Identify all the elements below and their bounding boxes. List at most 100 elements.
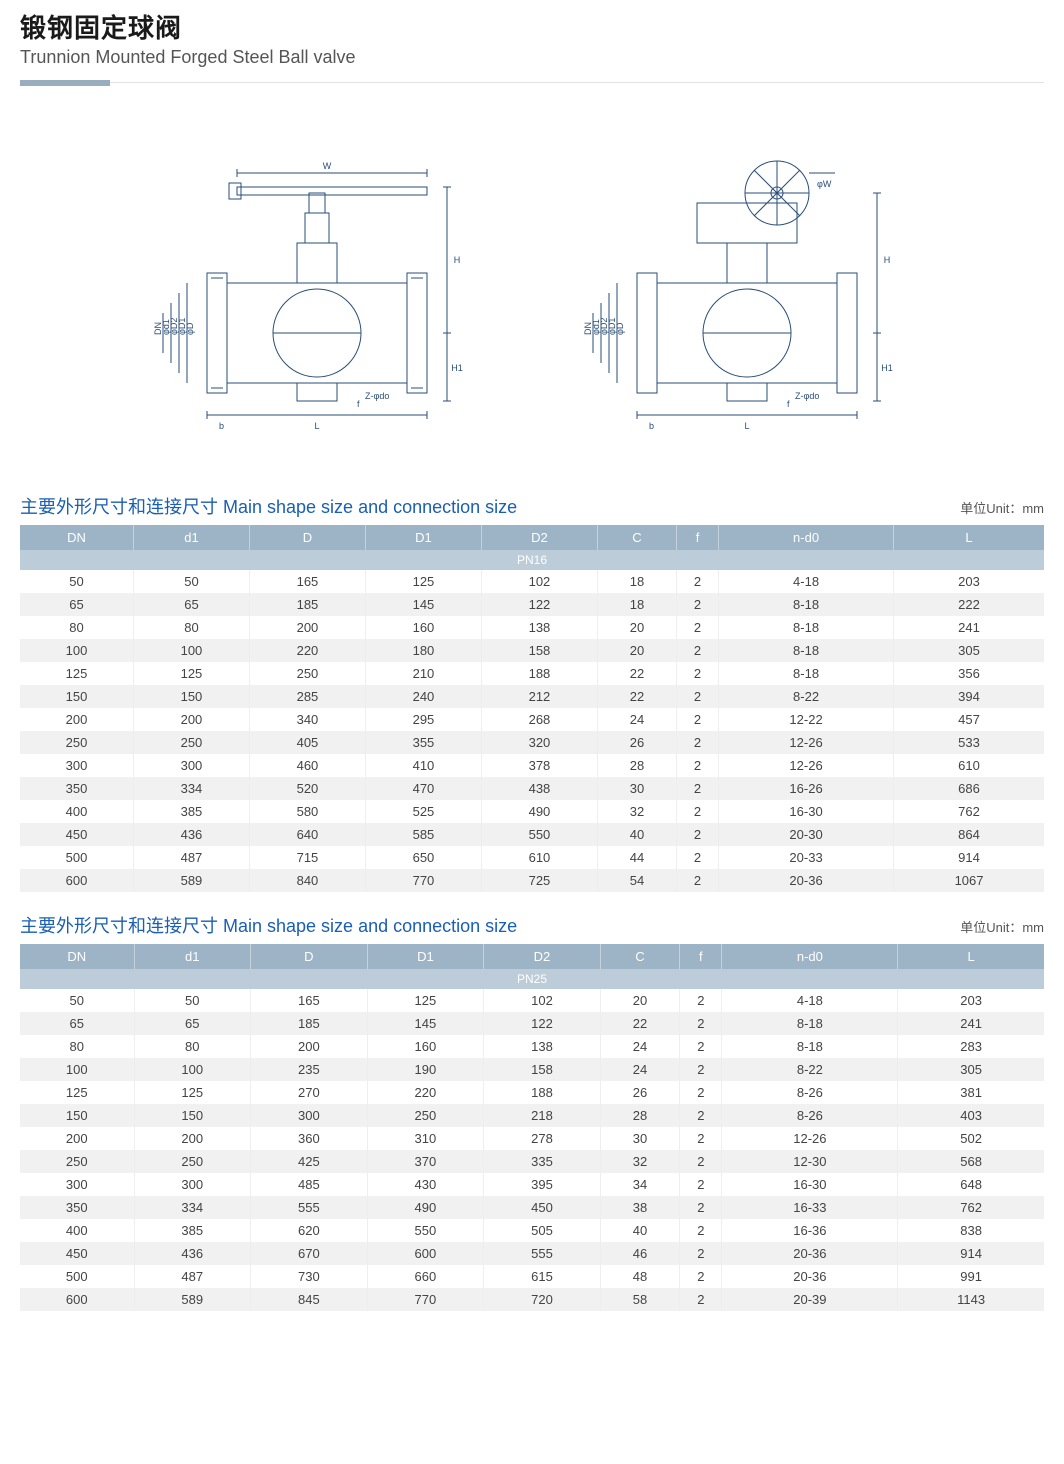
table-cell: 845 <box>251 1288 368 1311</box>
table-cell: 460 <box>249 754 365 777</box>
table-cell: 600 <box>367 1242 484 1265</box>
table-cell: 100 <box>134 1058 251 1081</box>
column-header: DN <box>20 944 134 969</box>
table-cell: 589 <box>134 1288 251 1311</box>
table-cell: 500 <box>20 1265 134 1288</box>
table-cell: 58 <box>600 1288 679 1311</box>
table-cell: 335 <box>484 1150 601 1173</box>
table-cell: 48 <box>600 1265 679 1288</box>
table-cell: 2 <box>676 731 718 754</box>
table-cell: 250 <box>249 662 365 685</box>
table-cell: 16-30 <box>722 1173 898 1196</box>
column-header: L <box>898 944 1044 969</box>
table-cell: 26 <box>597 731 676 754</box>
table-cell: 725 <box>481 869 597 892</box>
table-cell: 2 <box>680 989 722 1012</box>
table-cell: 145 <box>367 1012 484 1035</box>
table-cell: 158 <box>484 1058 601 1081</box>
table-row: 50501651251022024-18203 <box>20 989 1044 1012</box>
table-cell: 185 <box>251 1012 368 1035</box>
dimensions-table-pn25: DNd1DD1D2Cfn-d0L PN2550501651251022024-1… <box>20 944 1044 1311</box>
table-cell: 80 <box>20 1035 134 1058</box>
table-cell: 2 <box>680 1265 722 1288</box>
table-cell: 100 <box>20 639 133 662</box>
table-cell: 8-26 <box>722 1104 898 1127</box>
table-cell: 533 <box>894 731 1044 754</box>
pressure-rating-label: PN25 <box>20 969 1044 989</box>
table-cell: 670 <box>251 1242 368 1265</box>
table-cell: 770 <box>365 869 481 892</box>
table-cell: 470 <box>365 777 481 800</box>
svg-text:φD: φD <box>615 322 625 335</box>
table-cell: 300 <box>251 1104 368 1127</box>
svg-text:L: L <box>744 421 749 431</box>
table-cell: 762 <box>894 800 1044 823</box>
table-cell: 525 <box>365 800 481 823</box>
table-cell: 2 <box>680 1035 722 1058</box>
table-cell: 28 <box>600 1104 679 1127</box>
table-cell: 278 <box>484 1127 601 1150</box>
table-cell: 715 <box>249 846 365 869</box>
title-chinese: 锻钢固定球阀 <box>20 8 1044 45</box>
table-cell: 580 <box>249 800 365 823</box>
table-cell: 405 <box>249 731 365 754</box>
table-cell: 20-36 <box>719 869 894 892</box>
table-cell: 385 <box>133 800 249 823</box>
table-cell: 203 <box>894 570 1044 593</box>
table-cell: 8-18 <box>719 662 894 685</box>
table-cell: 8-18 <box>722 1035 898 1058</box>
table-cell: 320 <box>481 731 597 754</box>
table-cell: 24 <box>600 1058 679 1081</box>
svg-text:b: b <box>649 421 654 431</box>
table-cell: 200 <box>133 708 249 731</box>
column-header: d1 <box>133 525 249 550</box>
table-cell: 165 <box>249 570 365 593</box>
table-cell: 490 <box>367 1196 484 1219</box>
column-header: D <box>251 944 368 969</box>
table-row: 45043667060055546220-36914 <box>20 1242 1044 1265</box>
table-cell: 350 <box>20 777 133 800</box>
table-cell: 283 <box>898 1035 1044 1058</box>
table-cell: 65 <box>133 593 249 616</box>
svg-text:H: H <box>884 255 891 265</box>
table-cell: 840 <box>249 869 365 892</box>
table-row: 60058984577072058220-391143 <box>20 1288 1044 1311</box>
table-cell: 200 <box>20 1127 134 1150</box>
table-cell: 150 <box>20 1104 134 1127</box>
table-cell: 8-22 <box>719 685 894 708</box>
column-header: D <box>249 525 365 550</box>
table-cell: 2 <box>676 708 718 731</box>
table-cell: 20-36 <box>722 1265 898 1288</box>
table-cell: 125 <box>367 989 484 1012</box>
section2-title: 主要外形尺寸和连接尺寸 Main shape size and connecti… <box>20 912 517 938</box>
table-cell: 12-30 <box>722 1150 898 1173</box>
table-cell: 220 <box>249 639 365 662</box>
table-cell: 20 <box>600 989 679 1012</box>
table-row: 40038562055050540216-36838 <box>20 1219 1044 1242</box>
table-cell: 100 <box>20 1058 134 1081</box>
table-cell: 30 <box>597 777 676 800</box>
table-cell: 305 <box>894 639 1044 662</box>
table-row: 45043664058555040220-30864 <box>20 823 1044 846</box>
table-row: 50048773066061548220-36991 <box>20 1265 1044 1288</box>
table-cell: 615 <box>484 1265 601 1288</box>
table-cell: 160 <box>365 616 481 639</box>
table-cell: 395 <box>484 1173 601 1196</box>
table-cell: 8-22 <box>722 1058 898 1081</box>
table-cell: 160 <box>367 1035 484 1058</box>
technical-drawings: W H H1 L b f Z-φdo DN φd1 φD2 φD1 φD <box>20 143 1044 443</box>
table-row: 1501502852402122228-22394 <box>20 685 1044 708</box>
table-row: 80802001601382028-18241 <box>20 616 1044 639</box>
table-cell: 2 <box>680 1288 722 1311</box>
table-cell: 403 <box>898 1104 1044 1127</box>
svg-text:b: b <box>219 421 224 431</box>
table-cell: 200 <box>249 616 365 639</box>
table-cell: 991 <box>898 1265 1044 1288</box>
table-cell: 16-36 <box>722 1219 898 1242</box>
table-cell: 125 <box>365 570 481 593</box>
table-row: 80802001601382428-18283 <box>20 1035 1044 1058</box>
table-row: 1501503002502182828-26403 <box>20 1104 1044 1127</box>
table-cell: 12-26 <box>719 754 894 777</box>
table-cell: 436 <box>133 823 249 846</box>
column-header: f <box>680 944 722 969</box>
